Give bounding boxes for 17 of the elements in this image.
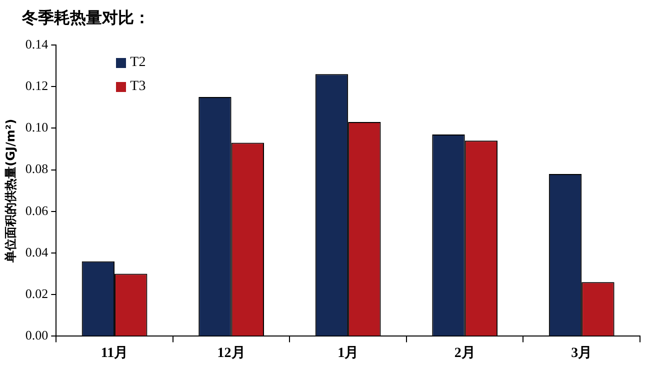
x-tick-label: 11月	[100, 346, 128, 362]
y-tick-label: 0.14	[25, 36, 49, 52]
y-tick-label: 0.08	[25, 161, 48, 176]
x-tick-label: 1月	[338, 346, 359, 362]
y-tick-label: 0.10	[25, 120, 48, 135]
chart-title: 冬季耗热量对比：	[22, 8, 150, 29]
x-tick-label: 12月	[217, 346, 246, 362]
y-axis-title: 单位面积的供热量(GJ/m²)	[3, 118, 18, 264]
y-tick-label: 0.06	[25, 202, 49, 218]
legend-label: T2	[130, 55, 146, 71]
x-tick-label: 3月	[571, 346, 592, 362]
y-tick-label: 0.02	[25, 286, 48, 302]
y-tick-label: 0.04	[25, 244, 49, 260]
legend-label: T3	[130, 79, 146, 95]
x-tick-label: 2月	[454, 346, 476, 362]
y-tick-label: 0.00	[25, 328, 48, 343]
y-tick-label: 0.12	[25, 78, 48, 94]
